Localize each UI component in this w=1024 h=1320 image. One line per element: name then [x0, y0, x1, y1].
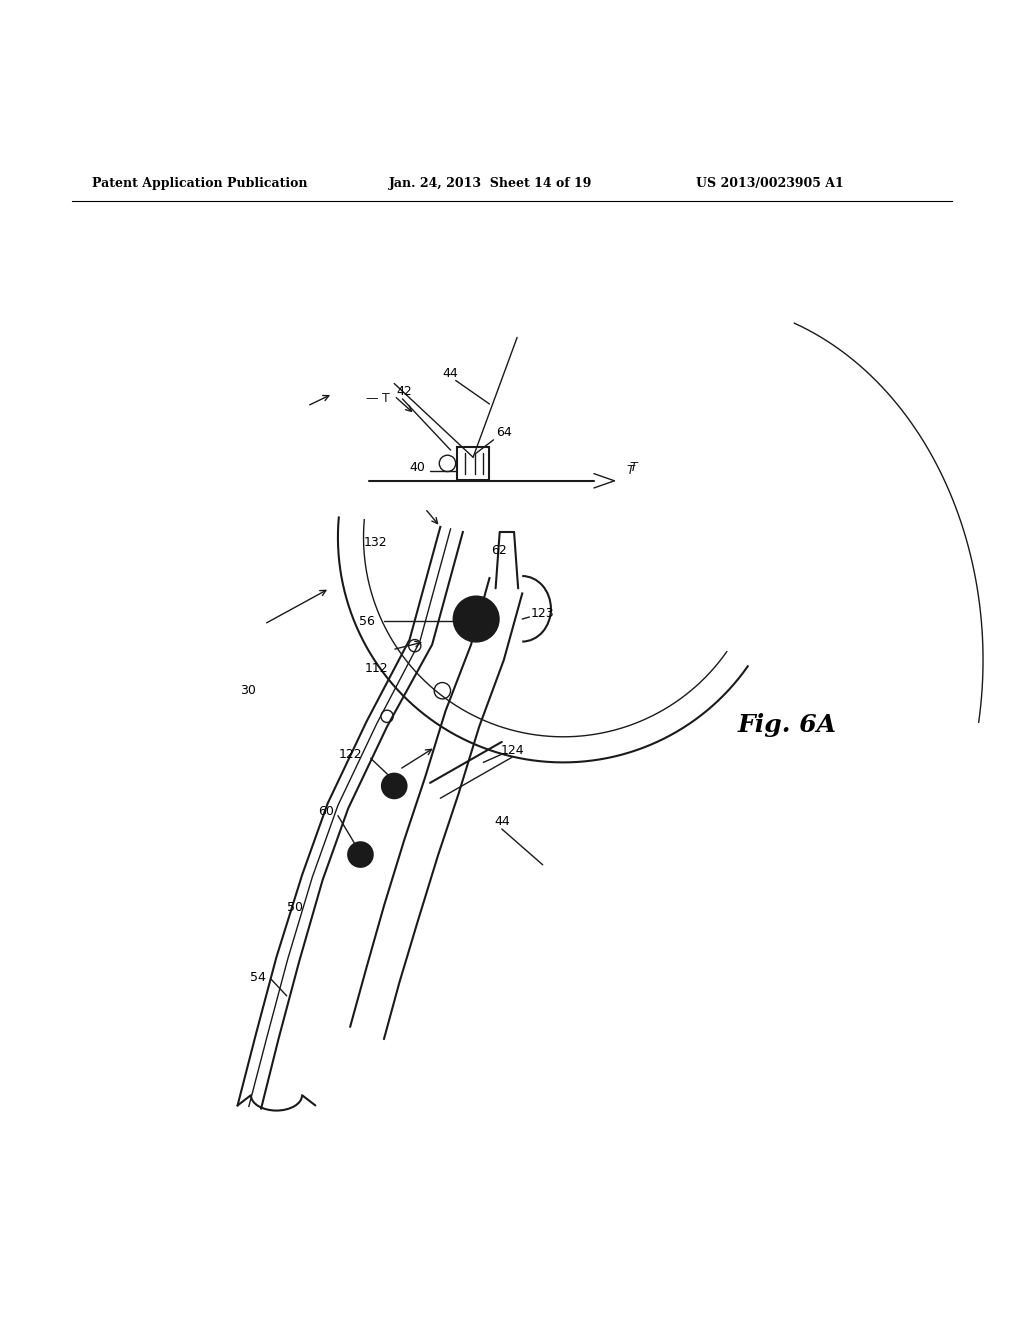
- Text: 122: 122: [338, 747, 362, 760]
- Text: T: T: [382, 392, 390, 405]
- Text: Jan. 24, 2013  Sheet 14 of 19: Jan. 24, 2013 Sheet 14 of 19: [389, 177, 593, 190]
- Text: 44: 44: [494, 816, 510, 828]
- Text: 123: 123: [530, 607, 555, 620]
- Circle shape: [454, 597, 499, 642]
- Circle shape: [348, 842, 373, 867]
- Text: 56: 56: [358, 615, 375, 627]
- Text: —: —: [366, 392, 378, 405]
- Text: 112: 112: [365, 661, 389, 675]
- Text: 124: 124: [500, 743, 524, 756]
- Text: US 2013/0023905 A1: US 2013/0023905 A1: [696, 177, 844, 190]
- Text: Patent Application Publication: Patent Application Publication: [92, 177, 307, 190]
- Text: 50: 50: [287, 902, 303, 915]
- Text: 30: 30: [240, 684, 256, 697]
- Text: 62: 62: [490, 544, 507, 557]
- Text: 42: 42: [396, 385, 413, 399]
- Circle shape: [382, 774, 407, 799]
- Text: 60: 60: [317, 805, 334, 818]
- Text: Fig. 6A: Fig. 6A: [737, 713, 837, 737]
- FancyBboxPatch shape: [457, 447, 489, 479]
- Text: 64: 64: [496, 426, 512, 440]
- Text: 40: 40: [410, 461, 426, 474]
- Text: T: T: [630, 461, 637, 474]
- Text: 132: 132: [364, 536, 388, 549]
- Text: T: T: [627, 463, 634, 477]
- Text: 44: 44: [442, 367, 459, 380]
- Text: 54: 54: [250, 972, 266, 983]
